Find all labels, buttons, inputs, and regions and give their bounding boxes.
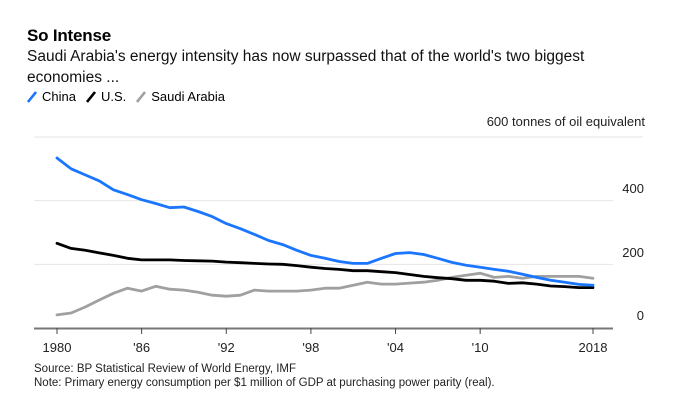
- note-text: Note: Primary energy consumption per $1 …: [34, 377, 495, 389]
- legend-label: China: [42, 89, 76, 104]
- x-tick-label: '98: [302, 340, 320, 355]
- chart-title: So Intense: [27, 26, 111, 45]
- legend-label: Saudi Arabia: [151, 89, 225, 104]
- legend-item-saudi-arabia: Saudi Arabia: [136, 89, 225, 104]
- series-line-u-s: [55, 241, 595, 290]
- diagonal-line-swatch-icon: [136, 90, 147, 103]
- legend-label: U.S.: [100, 89, 127, 104]
- y-tick-label-0: 0: [636, 308, 644, 323]
- legend-item-china: China: [27, 89, 76, 104]
- source-text: Source: BP Statistical Review of World E…: [34, 363, 297, 375]
- series-line-saudi-arabia: [55, 271, 595, 317]
- x-tick-label: 1980: [42, 340, 72, 355]
- y-tick-label-400: 400: [622, 181, 644, 196]
- x-tick-label: 2018: [578, 340, 608, 355]
- y-axis-unit-label: 600 tonnes of oil equivalent: [486, 114, 645, 129]
- x-tick-label: '04: [387, 340, 404, 355]
- x-tick-label: '86: [133, 340, 151, 355]
- x-tick-label: '92: [217, 340, 235, 355]
- y-tick-label-200: 200: [622, 245, 644, 260]
- chart-footer: Source: BP Statistical Review of World E…: [34, 362, 495, 390]
- diagonal-line-swatch-icon: [27, 90, 37, 103]
- series-line-china: [55, 156, 595, 287]
- x-tick-label: '10: [471, 340, 489, 355]
- legend: China U.S. Saudi Arabia: [27, 89, 235, 104]
- chart-subtitle: Saudi Arabia's energy intensity has now …: [27, 48, 585, 86]
- diagonal-line-swatch-icon: [85, 90, 96, 103]
- legend-item-us: U.S.: [85, 89, 127, 104]
